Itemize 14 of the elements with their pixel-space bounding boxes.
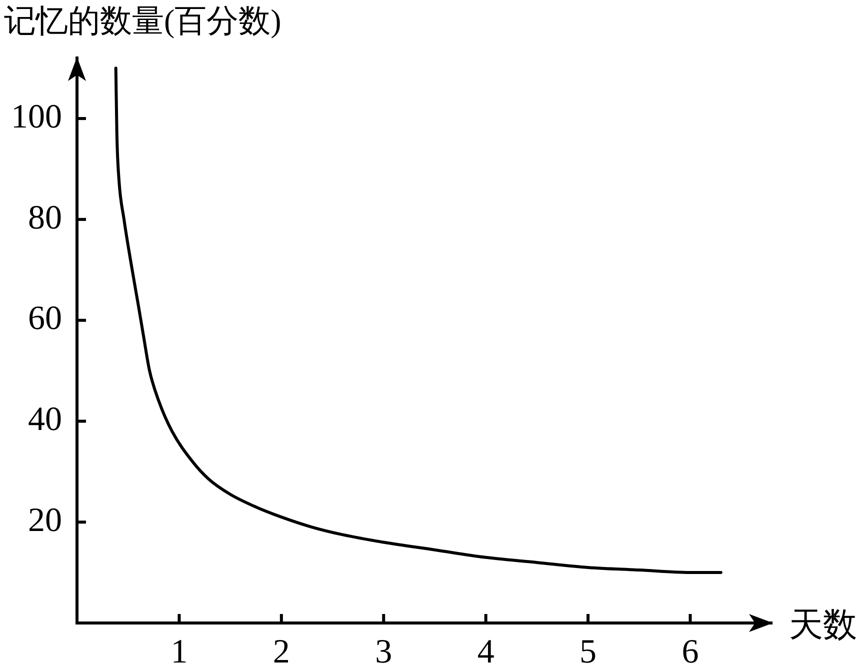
y-tick-label: 60 <box>28 300 62 338</box>
line-series <box>114 66 722 574</box>
x-tick-label: 4 <box>477 633 494 670</box>
x-tick-label: 6 <box>682 633 699 670</box>
x-tick-label: 2 <box>272 633 290 670</box>
y-axis-title: 记忆的数量(百分数) <box>4 2 282 38</box>
y-tick-label: 40 <box>28 401 62 438</box>
x-axis-title: 天数 <box>789 606 857 644</box>
x-tick-label: 3 <box>375 633 392 670</box>
y-tick-label: 100 <box>11 98 62 136</box>
x-tick-label: 5 <box>580 633 597 670</box>
y-tick-label: 80 <box>28 199 62 236</box>
y-tick-label: 20 <box>28 502 62 540</box>
x-tick-label: 1 <box>170 633 188 670</box>
